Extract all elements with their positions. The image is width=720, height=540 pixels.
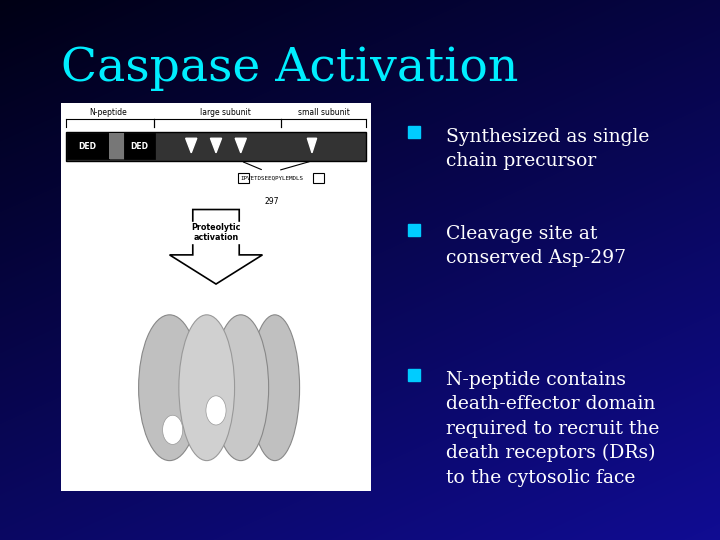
Text: Proteolytic
activation: Proteolytic activation: [192, 222, 240, 242]
Text: Cleavage site at
conserved Asp-297: Cleavage site at conserved Asp-297: [446, 225, 626, 267]
Text: DED: DED: [130, 142, 148, 151]
Text: IPVETDSEEQPYLEMDLS: IPVETDSEEQPYLEMDLS: [240, 176, 303, 180]
Text: 297: 297: [264, 197, 279, 206]
FancyArrow shape: [170, 210, 263, 284]
Text: large subunit: large subunit: [200, 108, 251, 117]
Bar: [238, 173, 249, 183]
Ellipse shape: [250, 315, 300, 461]
Text: Caspase Activation: Caspase Activation: [61, 46, 518, 91]
Text: Synthesized as single
chain precursor: Synthesized as single chain precursor: [446, 128, 649, 170]
Bar: [124, 133, 155, 159]
Ellipse shape: [213, 315, 269, 461]
Ellipse shape: [138, 315, 200, 461]
Ellipse shape: [163, 415, 183, 444]
Text: N-peptide contains
death-effector domain
required to recruit the
death receptors: N-peptide contains death-effector domain…: [446, 371, 660, 487]
Text: N-peptide: N-peptide: [89, 108, 127, 117]
Polygon shape: [307, 138, 317, 153]
Polygon shape: [210, 138, 222, 153]
Bar: [109, 133, 124, 159]
Polygon shape: [186, 138, 197, 153]
Bar: [312, 173, 325, 183]
Text: DED: DED: [78, 142, 96, 151]
Bar: [66, 132, 366, 161]
Bar: [67, 133, 109, 159]
Ellipse shape: [179, 315, 235, 461]
Text: small subunit: small subunit: [298, 108, 351, 117]
Polygon shape: [235, 138, 246, 153]
Ellipse shape: [206, 396, 226, 425]
